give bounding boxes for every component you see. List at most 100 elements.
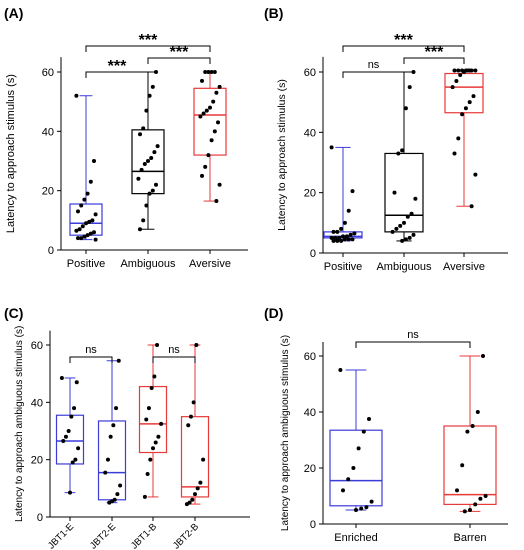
- y-tick-label: 40: [42, 126, 54, 138]
- data-point: [155, 144, 160, 149]
- y-tick-label: 0: [48, 245, 54, 257]
- data-point: [333, 235, 338, 240]
- data-point: [111, 423, 116, 428]
- x-tick-label: JBT1-E: [46, 521, 76, 550]
- data-point: [335, 238, 340, 243]
- data-point: [452, 151, 457, 156]
- significance-bracket: ns: [355, 329, 471, 348]
- data-point: [144, 417, 149, 422]
- panel-label: (B): [264, 5, 283, 21]
- y-tick-label: 0: [310, 248, 316, 260]
- box-iqr: [55, 414, 85, 465]
- data-point: [152, 374, 157, 379]
- data-point: [69, 414, 74, 419]
- data-point: [93, 212, 98, 217]
- significance-label: ***: [170, 44, 189, 61]
- data-point: [59, 375, 64, 380]
- data-point: [154, 70, 158, 74]
- data-point: [460, 112, 465, 117]
- data-point: [402, 220, 406, 225]
- data-point: [154, 182, 158, 187]
- data-point: [452, 68, 457, 73]
- data-point: [200, 173, 204, 178]
- data-point: [352, 231, 357, 236]
- data-point: [403, 106, 408, 111]
- y-tick-label: 0: [37, 512, 43, 524]
- box-aversive: [444, 68, 484, 209]
- data-point: [93, 237, 98, 242]
- box-iqr: [444, 72, 484, 114]
- y-tick-label: 20: [304, 463, 316, 475]
- data-point: [341, 234, 345, 239]
- data-point: [344, 234, 349, 239]
- data-point: [74, 228, 79, 233]
- data-point: [80, 224, 85, 229]
- data-point: [403, 237, 408, 242]
- data-point: [194, 343, 199, 347]
- data-point: [456, 136, 461, 141]
- significance-bracket: ***: [342, 32, 465, 52]
- data-point: [209, 70, 214, 74]
- data-point: [77, 227, 82, 232]
- data-point: [138, 227, 142, 232]
- significance-bracket: ns: [69, 344, 113, 363]
- y-axis-title: Latency to approach stimulus (s): [276, 79, 288, 231]
- data-point: [92, 230, 96, 235]
- data-point: [411, 70, 416, 74]
- box-jbt2-b: [180, 343, 210, 507]
- data-point: [331, 229, 336, 234]
- x-tick-label: Positive: [67, 258, 106, 270]
- data-point: [214, 199, 219, 204]
- data-point: [145, 472, 150, 476]
- data-point: [390, 229, 395, 234]
- significance-label: ns: [168, 344, 180, 356]
- data-point: [329, 235, 334, 240]
- panel-label: (C): [4, 305, 23, 321]
- data-point: [188, 414, 193, 419]
- y-tick-label: 20: [304, 188, 316, 200]
- data-point: [356, 446, 361, 451]
- significance-bracket: ***: [85, 32, 211, 52]
- data-point: [456, 68, 461, 73]
- data-point: [139, 167, 144, 172]
- y-tick-label: 60: [304, 351, 316, 363]
- data-point: [206, 70, 211, 74]
- box-jbt1-e: [55, 375, 85, 495]
- box-ambiguous: [384, 70, 424, 243]
- x-tick-label: JBT2-B: [171, 521, 201, 550]
- data-point: [115, 492, 120, 497]
- box-barren: [443, 354, 497, 514]
- data-point: [85, 233, 90, 238]
- data-point: [400, 238, 405, 243]
- bracket-line: [69, 356, 113, 363]
- significance-label: ns: [85, 344, 97, 356]
- data-point: [144, 108, 149, 113]
- data-point: [338, 368, 343, 372]
- x-tick-label: JBT2-E: [88, 521, 118, 550]
- data-point: [153, 440, 158, 445]
- y-tick-label: 40: [304, 127, 316, 139]
- data-point: [460, 463, 465, 468]
- data-point: [468, 508, 472, 512]
- data-point: [76, 209, 80, 214]
- bracket-line: [355, 341, 471, 348]
- significance-bracket: ***: [147, 44, 211, 64]
- data-point: [148, 457, 153, 462]
- y-tick-label: 40: [31, 397, 43, 409]
- panel-label: (A): [4, 5, 23, 21]
- data-point: [454, 79, 459, 84]
- bracket-line: [342, 71, 405, 78]
- bracket-line: [403, 57, 465, 64]
- data-point: [411, 232, 416, 237]
- data-point: [394, 226, 399, 231]
- box-jbt2-e: [97, 358, 127, 505]
- significance-label: ***: [425, 44, 444, 61]
- data-point: [483, 494, 488, 498]
- data-point: [107, 500, 112, 505]
- x-tick-label: Enriched: [334, 532, 377, 544]
- bracket-line: [152, 356, 196, 363]
- data-point: [208, 105, 212, 110]
- y-axis-title: Latency to approach stimulus (s): [5, 74, 17, 233]
- data-point: [200, 78, 204, 83]
